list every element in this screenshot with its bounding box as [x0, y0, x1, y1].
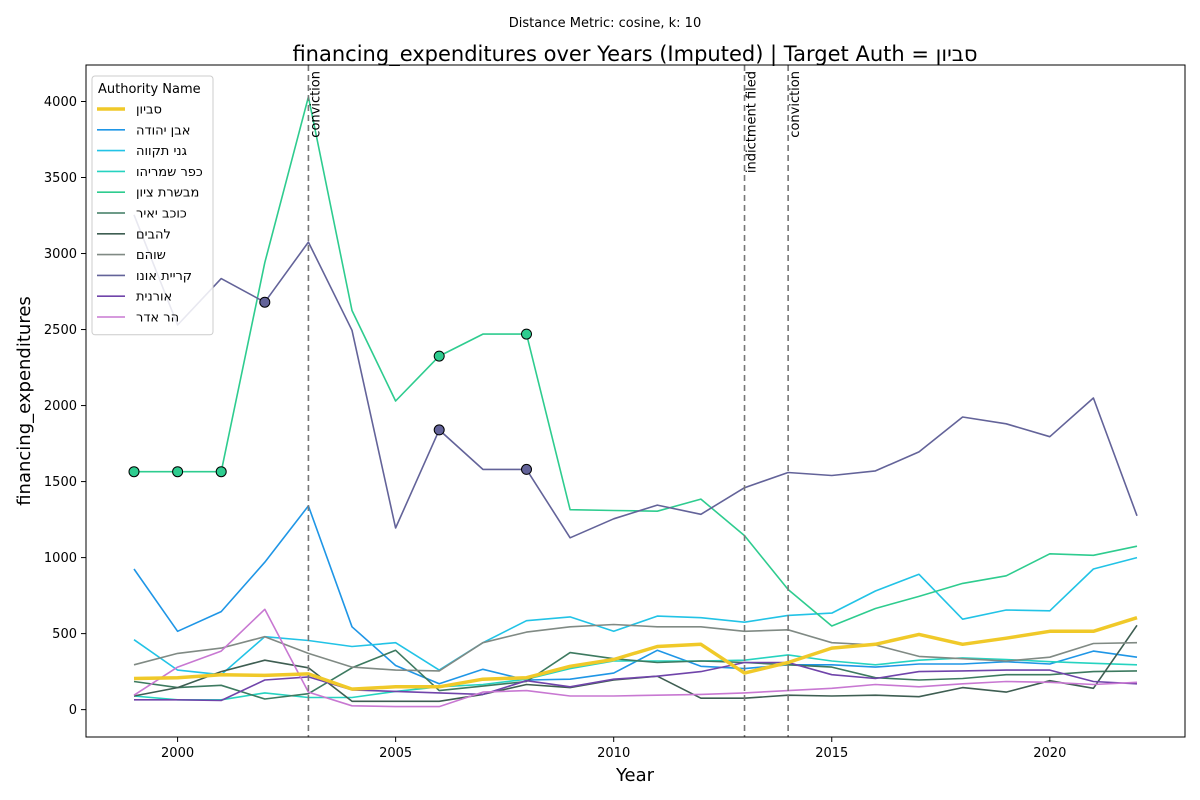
x-tick-label-4: 2020 — [1033, 746, 1066, 761]
imputed-marker-1-1 — [433, 424, 445, 436]
y-tick-label-2: 1000 — [44, 551, 77, 566]
plot-frame — [85, 64, 1186, 738]
event-label-1: indictment filed — [745, 71, 760, 173]
series-line-8 — [133, 214, 1138, 539]
legend-label-6: להבים — [136, 227, 171, 242]
event-label-2: conviction — [788, 71, 803, 138]
legend-box — [91, 75, 214, 336]
legend-label-2: גני תקווה — [136, 144, 187, 159]
legend-label-10: הר אדר — [136, 311, 179, 326]
legend-label-1: אבן יהודה — [136, 123, 190, 138]
series-line-2 — [133, 556, 1138, 676]
y-axis-title: financing_expenditures — [14, 296, 35, 506]
y-tick-label-4: 2000 — [44, 399, 77, 414]
y-tick-label-8: 4000 — [44, 95, 77, 110]
y-tick-label-7: 3500 — [44, 171, 77, 186]
imputed-marker-0-4 — [521, 328, 532, 340]
series-line-0 — [133, 616, 1138, 691]
x-tick-label-0: 2000 — [161, 746, 194, 761]
y-tick-label-5: 2500 — [44, 323, 77, 338]
series-line-5 — [133, 649, 1138, 700]
x-tick-label-3: 2015 — [815, 746, 848, 761]
x-tick-label-1: 2005 — [379, 746, 412, 761]
y-tick-label-3: 1500 — [44, 475, 77, 490]
legend-label-8: קריית אונו — [136, 269, 192, 284]
series-line-4 — [134, 96, 1138, 627]
legend-label-3: כפר שמריהו — [136, 165, 203, 180]
series-line-1 — [133, 505, 1138, 685]
legend-label-9: אורנית — [136, 290, 172, 305]
x-axis-title: Year — [615, 765, 655, 786]
y-tick-label-0: 0 — [69, 703, 77, 718]
imputed-marker-0-2 — [215, 466, 227, 478]
y-tick-label-1: 500 — [52, 627, 77, 642]
imputed-marker-0-3 — [433, 350, 445, 362]
chart-title: financing_expenditures over Years (Imput… — [292, 42, 977, 67]
imputed-marker-0-1 — [172, 466, 184, 478]
chart-suptitle: Distance Metric: cosine, k: 10 — [509, 16, 701, 31]
series-line-7 — [133, 623, 1138, 672]
legend-label-7: שוהם — [136, 248, 166, 263]
event-label-0: conviction — [308, 71, 323, 138]
imputed-marker-1-2 — [521, 463, 532, 475]
y-tick-label-6: 3000 — [44, 247, 77, 262]
imputed-marker-1-0 — [259, 296, 271, 308]
legend-label-0: סביון — [136, 103, 162, 118]
series-line-10 — [133, 608, 1138, 708]
legend-title: Authority Name — [98, 82, 201, 97]
legend-label-5: כוכב יאיר — [136, 207, 187, 222]
imputed-marker-0-0 — [128, 466, 140, 478]
legend-label-4: מבשרת ציון — [136, 186, 199, 201]
x-tick-label-2: 2010 — [597, 746, 630, 761]
